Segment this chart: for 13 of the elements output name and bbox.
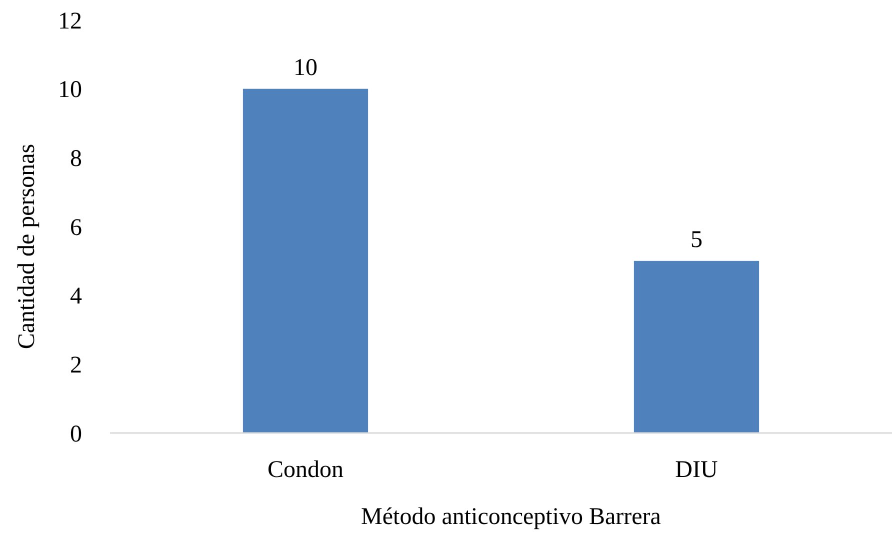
data-label: 5 — [690, 226, 702, 253]
y-tick-label: 10 — [58, 77, 82, 104]
y-tick-label: 6 — [70, 214, 82, 241]
y-tick-label: 8 — [70, 146, 82, 172]
x-axis-title: Método anticonceptivo Barrera — [361, 504, 662, 530]
y-tick-label: 2 — [70, 352, 82, 379]
y-axis-title: Cantidad de personas — [14, 144, 40, 350]
x-tick-label: DIU — [675, 457, 718, 483]
data-label: 10 — [294, 54, 318, 81]
y-tick-label: 12 — [58, 8, 82, 34]
y-tick-label: 0 — [70, 421, 82, 448]
y-tick-label: 4 — [70, 284, 82, 310]
x-tick-label: Condon — [267, 457, 344, 483]
